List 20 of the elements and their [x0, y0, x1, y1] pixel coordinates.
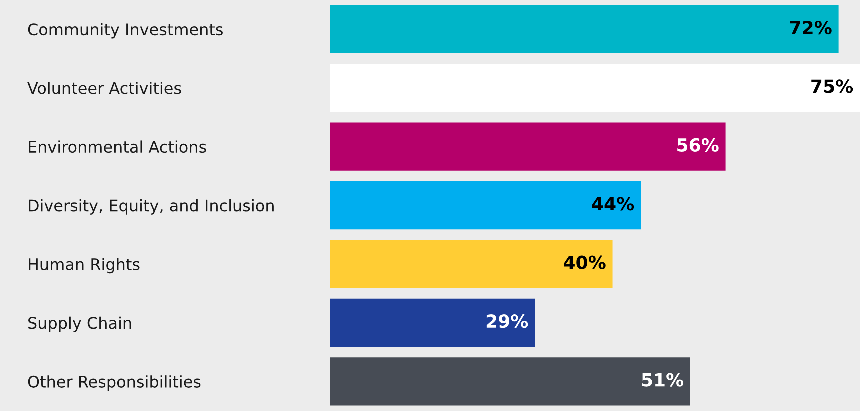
bar	[330, 181, 642, 230]
y-tick-label: Diversity, Equity, and Inclusion	[29, 199, 274, 215]
data-label: 56%	[678, 138, 719, 152]
y-tick-label: Supply Chain	[28, 316, 132, 332]
bar	[330, 358, 690, 406]
bar	[330, 5, 839, 54]
y-tick-label: Community Investments	[28, 23, 223, 39]
bar	[330, 298, 536, 347]
bar	[330, 240, 613, 288]
y-tick-label: Volunteer Activities	[28, 82, 182, 94]
y-tick-label: Human Rights	[29, 258, 140, 274]
y-tick-label: Environmental Actions	[29, 140, 206, 154]
data-label: 40%	[564, 256, 606, 270]
bar	[330, 122, 726, 171]
data-label: 44%	[592, 197, 634, 211]
data-label: 51%	[642, 373, 684, 387]
y-tick-label: Other Responsibilities	[28, 376, 201, 392]
data-label: 72%	[790, 20, 832, 35]
data-label: 29%	[486, 314, 528, 328]
data-label: 75%	[812, 80, 854, 94]
